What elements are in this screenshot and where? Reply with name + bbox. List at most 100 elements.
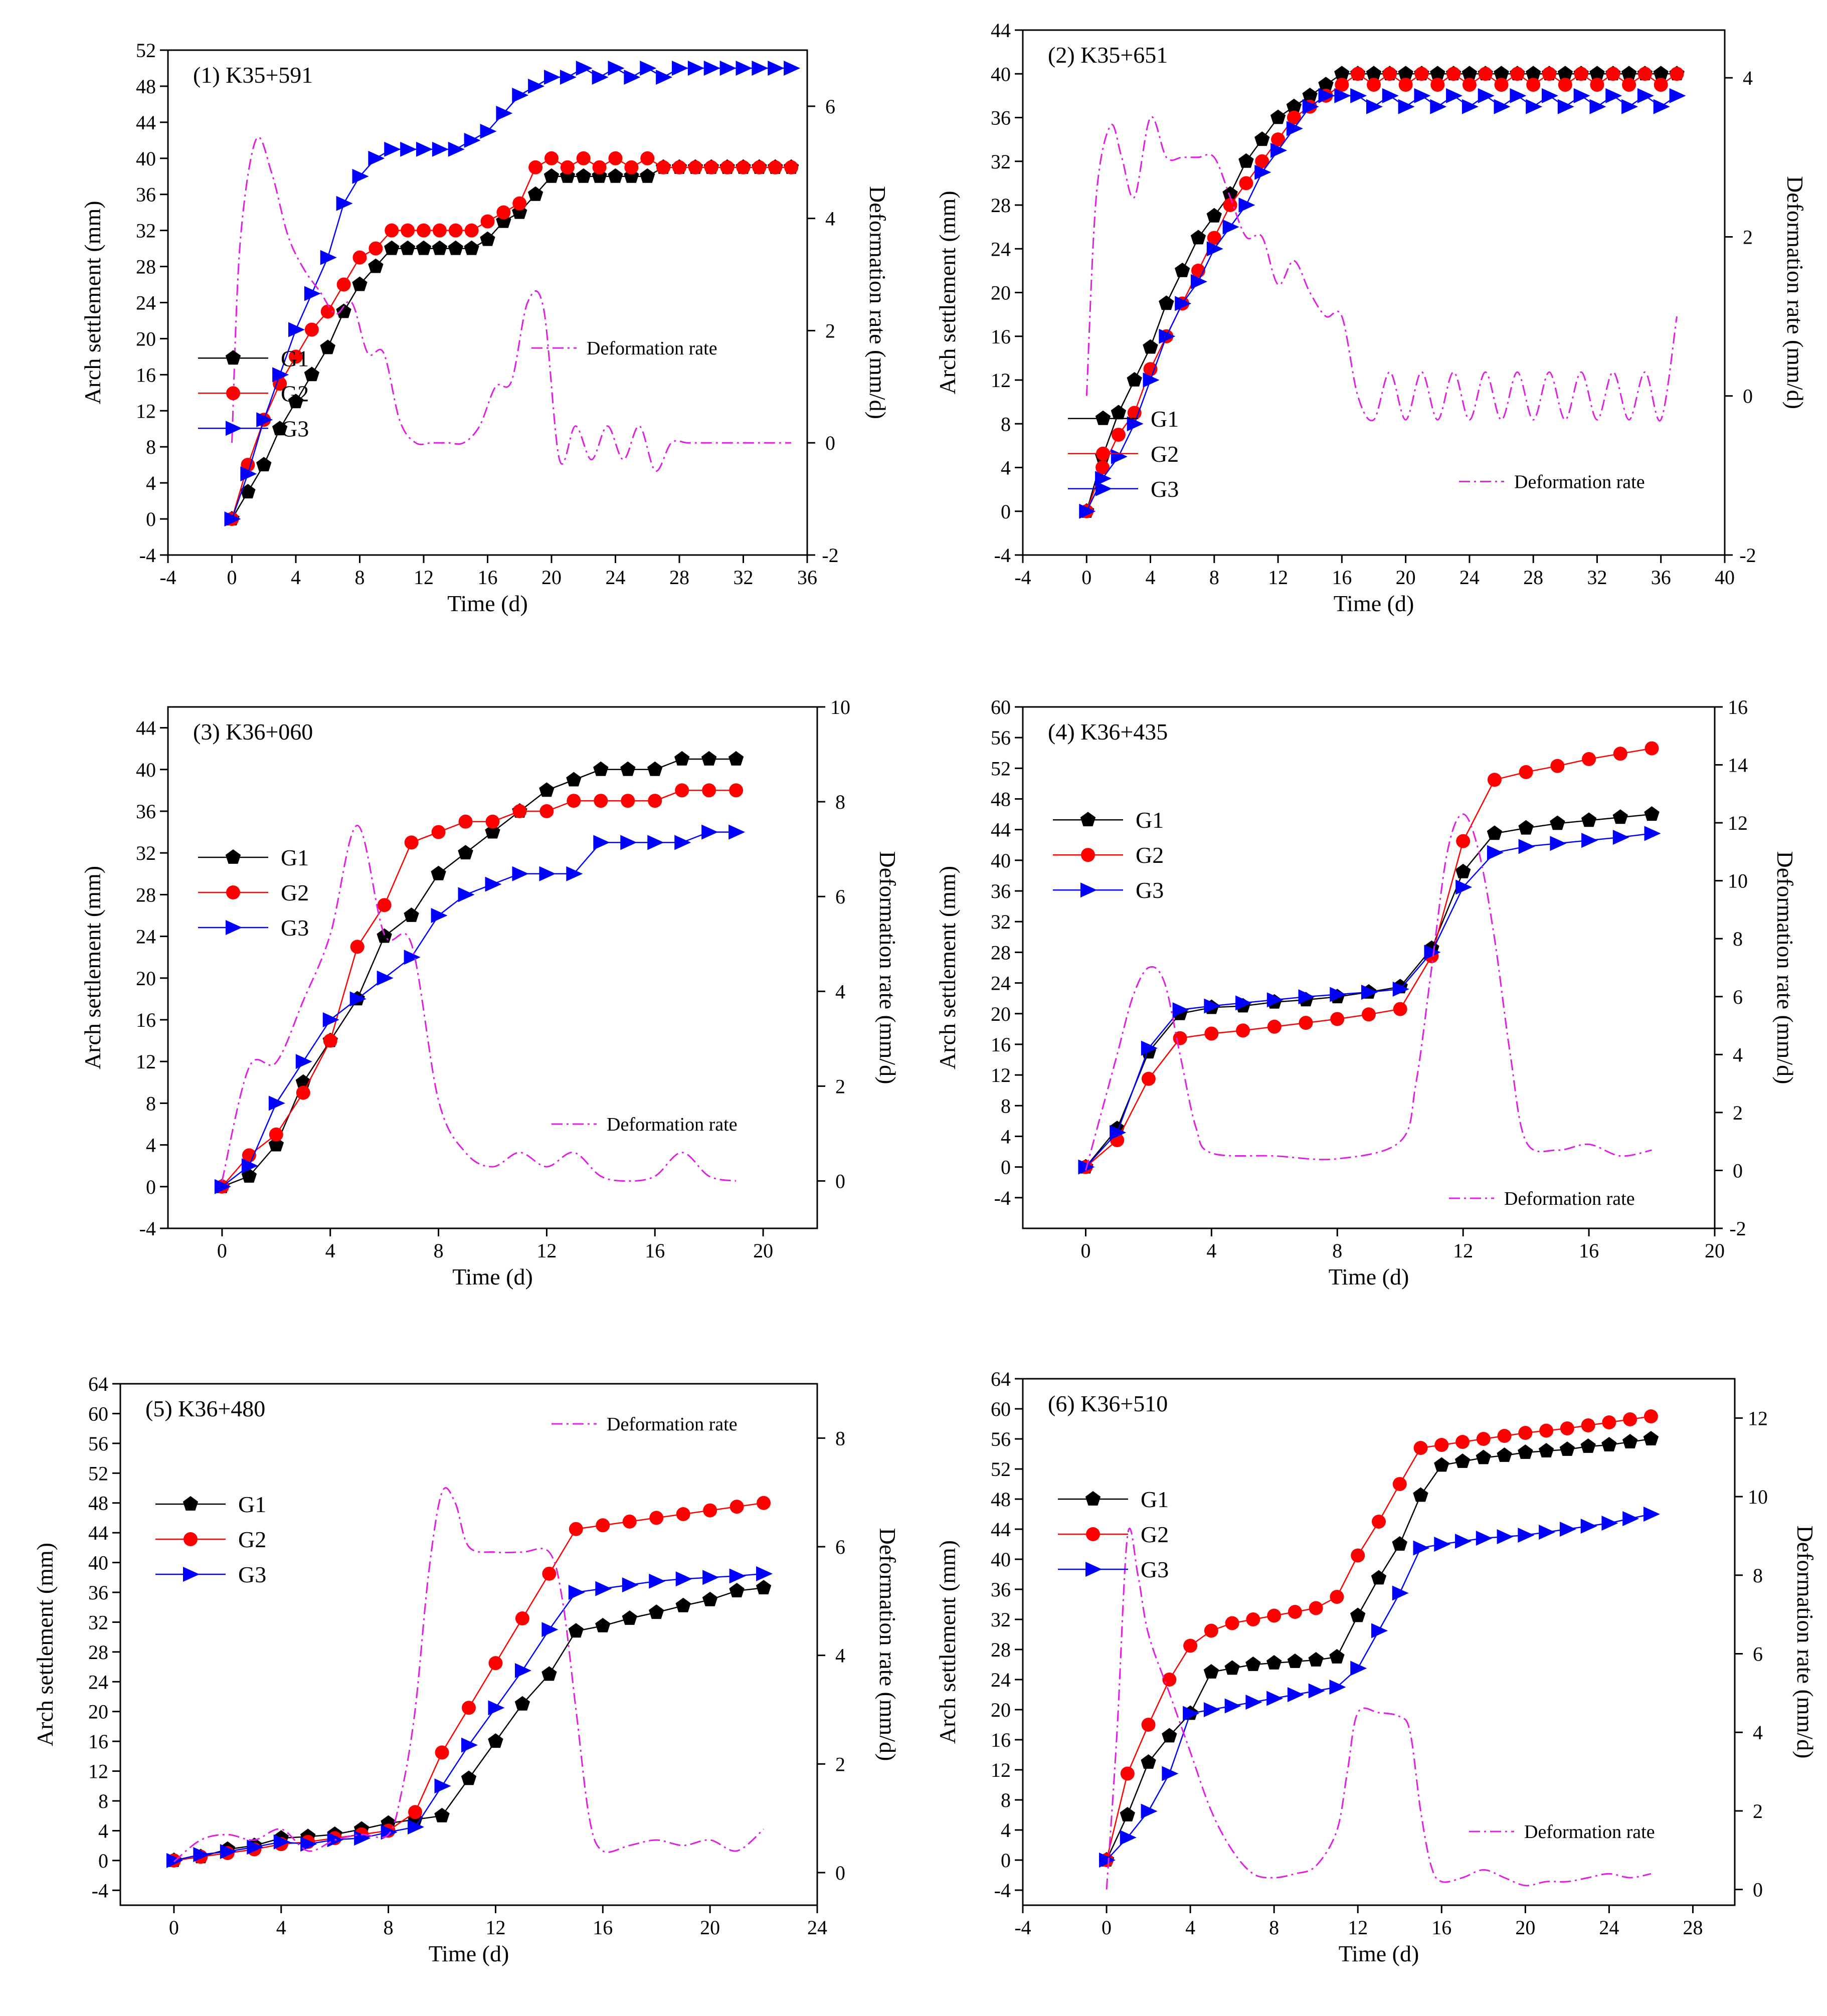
chart-6-g1-point — [1580, 1438, 1596, 1453]
chart-4-g2-point — [1487, 773, 1502, 787]
chart-4-y2-tick-label: 10 — [1728, 870, 1748, 892]
chart-3-y-tick-label: 16 — [136, 1009, 156, 1031]
chart-6-series-g3 — [1099, 1507, 1660, 1868]
chart-6-g3-point — [1245, 1695, 1262, 1710]
chart-6-legend-g2: G2 — [1058, 1522, 1169, 1547]
chart-4-g1-point — [1612, 809, 1628, 824]
chart-1-x-tick-label: 20 — [541, 566, 562, 589]
chart-4-g3-point — [1392, 981, 1409, 997]
chart-2-g3-point — [1637, 88, 1654, 103]
chart-1-g1-point — [448, 240, 463, 255]
chart-5-g3-point — [354, 1830, 371, 1846]
chart-1-g3-point — [640, 60, 657, 76]
chart-1-g3-point — [560, 69, 577, 85]
chart-1-g2-point — [576, 151, 591, 165]
chart-4-y2-tick-label: 16 — [1728, 696, 1748, 718]
chart-6-g2-point — [1141, 1718, 1156, 1732]
chart-3-frame — [167, 706, 818, 1229]
chart-6-g2-point — [1204, 1623, 1218, 1638]
chart-1-g3-point — [240, 466, 257, 482]
chart-5-g2-point — [649, 1511, 664, 1525]
chart-4-g3-point — [1172, 1002, 1189, 1018]
chart-6-g3-point — [1434, 1537, 1451, 1552]
chart-5-g3-point — [300, 1837, 317, 1852]
chart-6-g2-point — [1581, 1418, 1595, 1432]
chart-1-g2-point — [496, 205, 511, 220]
chart-6-g1-point — [1497, 1447, 1512, 1462]
chart-1-y-tick-label: 32 — [136, 220, 156, 242]
chart-3-g2-point — [702, 783, 716, 798]
chart-4-y-tick-label: 60 — [991, 696, 1011, 718]
chart-3-legend-g1: G1 — [198, 845, 309, 870]
chart-5-g2-point — [515, 1611, 529, 1625]
chart-4-g3-point — [1518, 839, 1535, 854]
chart-4-y-tick-label: 52 — [991, 757, 1011, 780]
chart-2-y2-tick-label: 0 — [1743, 385, 1753, 408]
chart-1-g3-point — [448, 141, 465, 157]
chart-2-g3-point — [1222, 219, 1239, 235]
chart-6-y-tick-label: -4 — [994, 1879, 1011, 1902]
chart-5-g1-line — [173, 1587, 764, 1862]
chart-5-g3-point — [461, 1737, 478, 1753]
chart-2-legend-rate-label: Deformation rate — [1514, 471, 1645, 492]
chart-6-g3-point — [1120, 1830, 1137, 1845]
chart-3: 0 4 8 12 16 20-40481216202428323640440246810T… — [80, 696, 900, 1290]
chart-4-x-axis-label: Time (d) — [1329, 1264, 1409, 1290]
chart-6-y2-axis-label: Deformation rate (mm/d) — [1792, 1526, 1818, 1759]
chart-6-g1-point — [1203, 1664, 1219, 1679]
chart-1-g2-point — [480, 214, 495, 229]
chart-2-g2-point — [1398, 78, 1413, 92]
chart-3-g1-point — [431, 865, 446, 880]
chart-5-g2-point — [542, 1566, 557, 1581]
chart-2-g2-point — [1494, 78, 1509, 92]
chart-4-y2-tick-label: 2 — [1733, 1102, 1743, 1124]
chart-1-x-tick-label: 24 — [606, 566, 626, 589]
chart-6-x-tick-label: 28 — [1683, 1916, 1703, 1939]
chart-4-y-tick-label: 8 — [1001, 1094, 1011, 1117]
chart-4-g1-point — [1581, 812, 1597, 827]
chart-6-y2-tick-label: 6 — [1753, 1643, 1763, 1666]
chart-4-y-tick-label: 44 — [991, 819, 1011, 841]
chart-3-legend-g3-marker — [226, 920, 242, 935]
chart-6-g1-point — [1454, 1453, 1471, 1468]
chart-1-legend-g2: G2 — [198, 381, 309, 406]
chart-5-y-tick-label: 24 — [88, 1671, 108, 1693]
chart-2-g1-point — [1589, 66, 1605, 81]
chart-2-title: (2) K35+651 — [1048, 42, 1168, 68]
chart-1-x-tick-label: 16 — [478, 566, 498, 589]
chart-2-g3-point — [1446, 88, 1463, 103]
chart-4-g3-point — [1612, 830, 1629, 845]
chart-2-g3-point — [1238, 198, 1255, 213]
chart-4-rate-line — [1085, 813, 1652, 1171]
chart-6-g2-point — [1476, 1432, 1491, 1446]
chart-5-g1-point — [675, 1597, 691, 1612]
chart-4-g2-point — [1204, 1026, 1219, 1041]
chart-1-g1-point — [368, 258, 384, 273]
chart-1-legend-g2-label: G2 — [281, 381, 309, 406]
chart-1-y-tick-label: 0 — [146, 508, 156, 530]
chart-2-legend-g2-marker — [1096, 446, 1110, 461]
chart-4-g3-point — [1644, 826, 1661, 841]
chart-6-y-tick-label: 28 — [991, 1638, 1011, 1661]
chart-1-g1-point — [640, 168, 655, 183]
chart-3-g3-point — [485, 876, 502, 892]
chart-2-y-tick-label: 16 — [991, 325, 1011, 348]
chart-3-g2-point — [323, 1033, 337, 1048]
chart-2-g3-point — [1254, 164, 1271, 180]
chart-3-g3-point — [404, 950, 421, 965]
chart-1-g2-point — [304, 322, 319, 337]
chart-5-y-tick-label: 60 — [88, 1402, 108, 1425]
chart-5-y-tick-label: 64 — [88, 1373, 108, 1395]
chart-2-g1-point — [1302, 87, 1318, 102]
chart-1-y-tick-label: 16 — [136, 363, 156, 386]
chart-6-series-g2 — [1100, 1409, 1658, 1867]
chart-2-g3-point — [1653, 99, 1670, 114]
chart-1-g3-point — [624, 69, 641, 85]
chart-4-legend-g3-label: G3 — [1136, 877, 1164, 903]
chart-2-y-tick-label: 20 — [991, 282, 1011, 304]
chart-6-legend-rate: Deformation rate — [1469, 1821, 1655, 1843]
chart-1-g2-point — [320, 304, 335, 319]
chart-2-g1-point — [1621, 66, 1637, 81]
chart-2-g1-point — [1175, 262, 1190, 277]
chart-2-g3-point — [1557, 99, 1574, 114]
